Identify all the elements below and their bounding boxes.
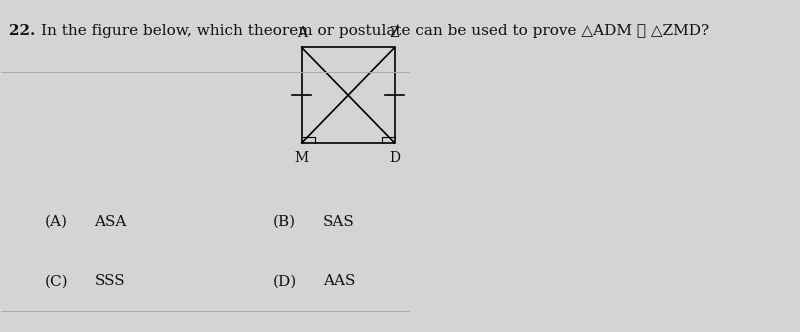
Text: M: M xyxy=(294,151,309,165)
Text: ASA: ASA xyxy=(94,215,126,229)
Text: (D): (D) xyxy=(273,274,298,288)
Text: D: D xyxy=(389,151,400,165)
Text: In the figure below, which theorem or postulate can be used to prove △ADM ≅ △ZMD: In the figure below, which theorem or po… xyxy=(41,25,709,39)
Text: A: A xyxy=(297,26,306,40)
Text: (A): (A) xyxy=(44,215,67,229)
Text: SSS: SSS xyxy=(94,274,125,288)
Text: (B): (B) xyxy=(273,215,296,229)
Text: (C): (C) xyxy=(44,274,68,288)
Text: SAS: SAS xyxy=(323,215,355,229)
Text: AAS: AAS xyxy=(323,274,355,288)
Text: 22.: 22. xyxy=(9,25,35,39)
Text: Z: Z xyxy=(390,26,399,40)
